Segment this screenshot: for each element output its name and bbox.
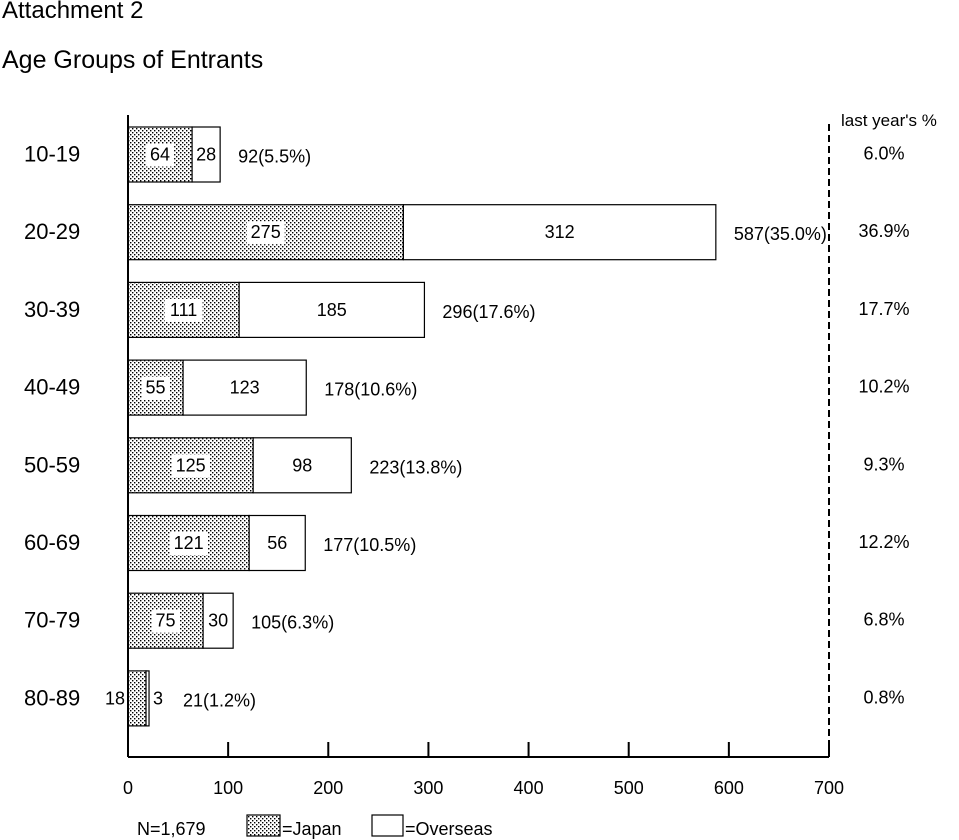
last-year-value: 17.7% — [858, 299, 909, 319]
japan-value-label: 64 — [150, 145, 170, 165]
x-tick-label: 600 — [714, 778, 744, 798]
japan-value-box — [101, 687, 129, 711]
japan-value-label: 18 — [105, 688, 125, 708]
bar-overseas — [191, 126, 221, 183]
japan-value-label: 111 — [170, 300, 197, 320]
overseas-value-label: 312 — [545, 222, 575, 242]
bar-japan — [127, 359, 184, 416]
x-tick-label: 500 — [614, 778, 644, 798]
category-label: 50-59 — [24, 452, 80, 477]
bar-overseas — [145, 670, 150, 727]
total-label: 92(5.5%) — [238, 147, 311, 167]
x-tick-label: 200 — [313, 778, 343, 798]
japan-value-box — [164, 298, 203, 322]
japan-value-label: 121 — [174, 533, 204, 553]
last-year-value: 6.8% — [863, 610, 904, 630]
overseas-value-label: 28 — [196, 145, 216, 165]
bar-japan — [127, 670, 147, 727]
bar-overseas — [182, 359, 307, 416]
sample-size-note: N=1,679 — [137, 819, 206, 839]
total-label: 177(10.5%) — [323, 535, 416, 555]
bar-japan — [127, 126, 193, 183]
japan-value-box — [151, 609, 180, 633]
x-tick-label: 0 — [123, 778, 133, 798]
x-axis: 0 100 200 300 400 500 600 700 — [123, 115, 844, 798]
japan-value-box — [146, 143, 175, 167]
x-tick-label: 400 — [514, 778, 544, 798]
x-tick-label: 300 — [413, 778, 443, 798]
japan-value-label: 55 — [146, 378, 166, 398]
legend-label-japan: =Japan — [282, 819, 342, 839]
overseas-value-label: 185 — [317, 300, 347, 320]
category-label: 60-69 — [24, 530, 80, 555]
last-year-value: 0.8% — [863, 687, 904, 707]
legend: N=1,679 =Japan =Overseas — [137, 814, 493, 839]
total-label: 21(1.2%) — [183, 690, 256, 710]
x-tick-label: 700 — [814, 778, 844, 798]
chart-title: Age Groups of Entrants — [2, 46, 264, 74]
category-label: 80-89 — [24, 685, 80, 710]
overseas-value-label: 98 — [292, 455, 312, 475]
japan-value-label: 275 — [251, 222, 281, 242]
japan-value-box — [171, 454, 210, 478]
japan-value-box — [246, 221, 285, 245]
category-label: 30-39 — [24, 297, 80, 322]
overseas-value-label: 56 — [267, 533, 287, 553]
legend-swatch-japan — [246, 814, 281, 837]
last-year-value: 6.0% — [863, 144, 904, 164]
attachment-label: Attachment 2 — [2, 0, 144, 24]
japan-value-box — [141, 376, 170, 400]
total-label: 178(10.6%) — [324, 380, 417, 400]
last-year-value: 12.2% — [858, 532, 909, 552]
bar-overseas — [402, 204, 717, 261]
bars-layer: 10-19 64 28 92(5.5%) 6.0% 20-29 275 312 587(35.0… — [24, 126, 910, 727]
category-label: 40-49 — [24, 375, 80, 400]
legend-label-overseas: =Overseas — [405, 819, 493, 839]
last-year-value: 10.2% — [858, 377, 909, 397]
total-label: 105(6.3%) — [251, 613, 334, 633]
bar-overseas — [248, 514, 306, 572]
last-year-value: 36.9% — [858, 221, 909, 241]
x-tick-label: 100 — [213, 778, 243, 798]
bar-overseas — [238, 281, 426, 338]
overseas-value-label: 123 — [230, 378, 260, 398]
bar-overseas — [202, 592, 234, 649]
japan-value-label: 75 — [156, 611, 176, 631]
legend-swatch-overseas — [371, 814, 404, 837]
category-label: 70-79 — [24, 608, 80, 633]
bar-overseas — [252, 437, 352, 494]
overseas-value-label: 30 — [208, 611, 228, 631]
japan-value-label: 125 — [176, 455, 206, 475]
japan-value-box — [169, 532, 208, 555]
category-label: 10-19 — [24, 142, 80, 167]
category-label: 20-29 — [24, 219, 80, 244]
total-label: 223(13.8%) — [369, 457, 462, 477]
last-year-value: 9.3% — [863, 454, 904, 474]
total-label: 296(17.6%) — [442, 302, 535, 322]
total-label: 587(35.0%) — [734, 224, 827, 244]
overseas-value-label: 3 — [153, 688, 163, 708]
last-year-header: last year's % — [841, 111, 937, 130]
